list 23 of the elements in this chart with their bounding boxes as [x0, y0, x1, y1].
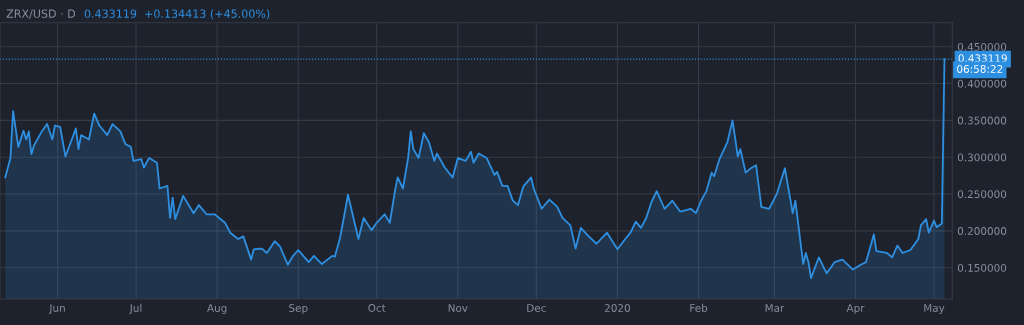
x-tick-label: Jun [48, 304, 65, 314]
y-tick-label: 0.200000 [957, 227, 1007, 235]
ref-line-label: 0.433119 [958, 54, 1007, 63]
y-tick-label: 0.400000 [957, 79, 1007, 88]
chart-subtitle: 0.433119 +0.134413 (+45.00%) [84, 9, 270, 20]
x-tick-label: Mar [765, 304, 785, 312]
x-tick-label: May [924, 304, 945, 314]
y-tick-label: 0.250000 [957, 190, 1007, 199]
text: 06:58:22 [957, 65, 1003, 73]
x-tick-label: Dec [527, 304, 546, 312]
y-tick-label: 0.300000 [957, 153, 1007, 162]
x-tick-label: Nov [448, 304, 468, 312]
y-tick-label: 0.450000 [957, 42, 1007, 51]
x-tick-label: Apr [846, 304, 865, 314]
x-tick-label: Aug [207, 304, 227, 314]
x-tick-label: 2020 [604, 304, 630, 312]
x-tick-label: Feb [690, 303, 708, 312]
x-tick-label: Jul [129, 303, 142, 314]
y-tick-label: 0.150000 [957, 263, 1007, 272]
chart-title: ZRX/USD · D [6, 9, 76, 19]
x-tick-label: Oct [368, 304, 386, 312]
y-tick-label: 0.350000 [957, 116, 1007, 125]
x-tick-label: Sep [289, 304, 308, 314]
